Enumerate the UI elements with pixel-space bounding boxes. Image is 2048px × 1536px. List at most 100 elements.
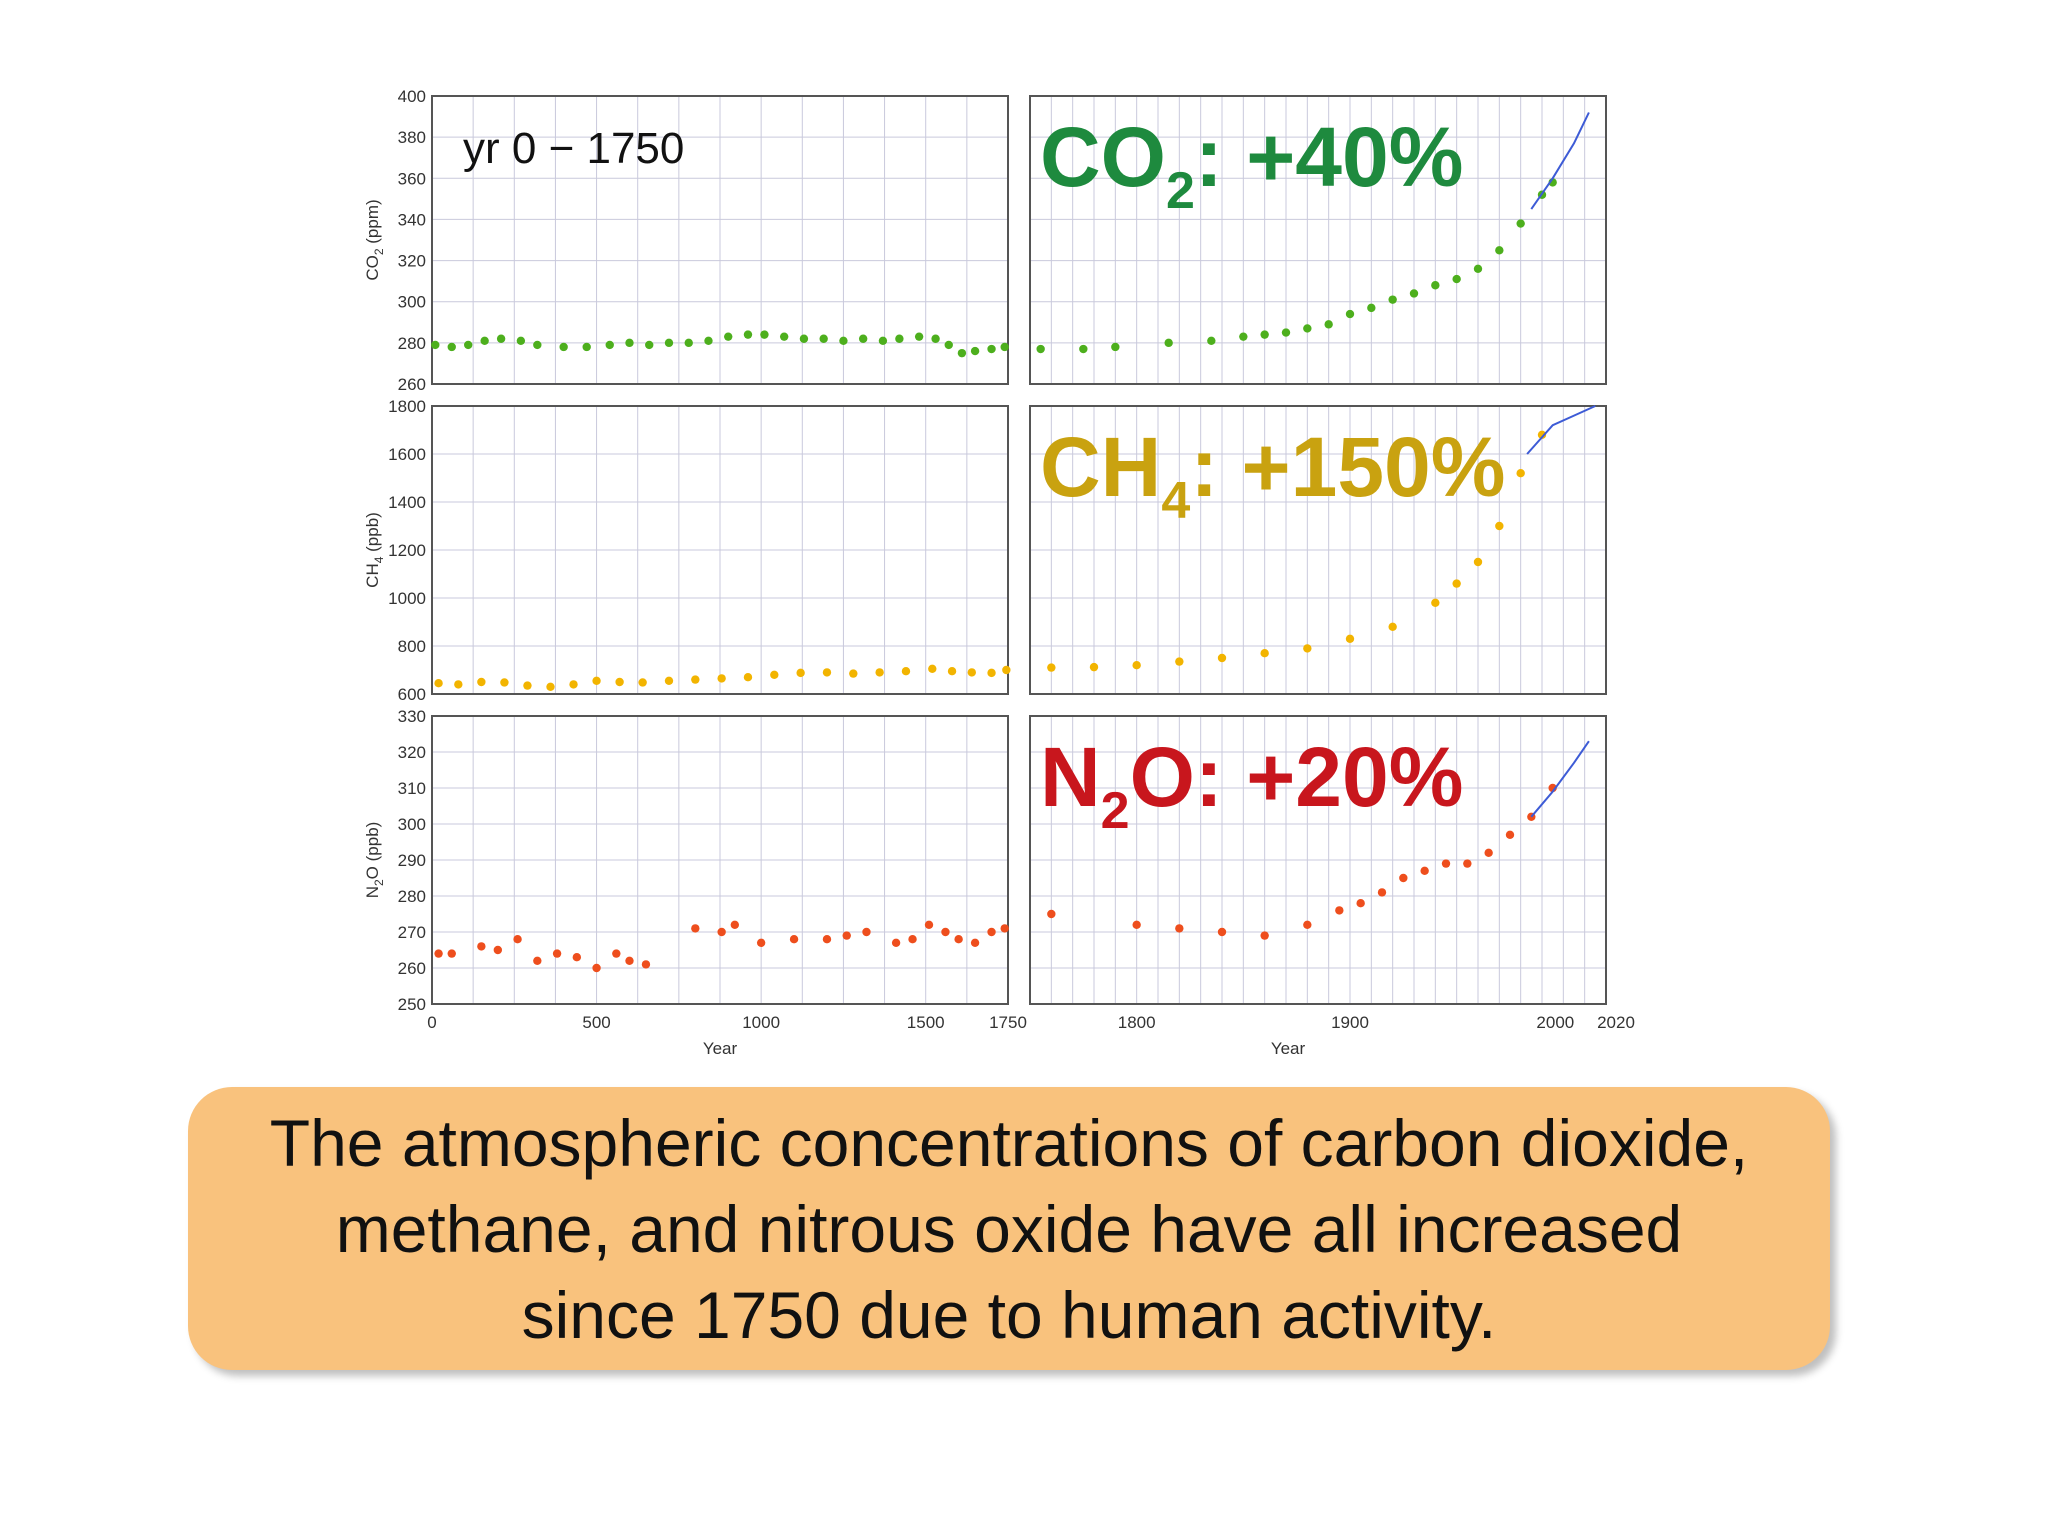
data-point [970, 346, 980, 356]
x-tick-label: 1800 [1118, 1013, 1156, 1032]
data-point [878, 336, 888, 345]
data-point [987, 927, 996, 937]
data-point [1463, 859, 1472, 868]
data-point [1303, 920, 1312, 929]
data-point [1345, 634, 1355, 643]
data-point [987, 668, 996, 678]
data-point [612, 949, 621, 958]
data-point [1473, 557, 1483, 567]
data-point [615, 677, 624, 687]
data-point [941, 927, 950, 937]
era-label: yr 0 − 1750 [463, 124, 684, 173]
data-point [717, 674, 726, 683]
data-point [730, 920, 740, 929]
data-point [500, 678, 509, 687]
data-point [967, 668, 976, 677]
x-tick-label: 1000 [742, 1013, 780, 1032]
data-point [987, 344, 996, 354]
data-point [1367, 303, 1376, 313]
panel-frame-left [431, 405, 1009, 695]
data-point [552, 949, 562, 958]
data-point [480, 336, 489, 345]
data-point [924, 920, 934, 929]
y-tick-label: 280 [398, 334, 426, 353]
data-point [858, 334, 868, 343]
data-point [1036, 344, 1045, 354]
x-axis-title-right: Year [1271, 1039, 1306, 1058]
data-point [533, 340, 542, 350]
data-point [582, 342, 591, 352]
data-point [1441, 859, 1451, 868]
panel-frame-right [1029, 405, 1607, 695]
data-point [1495, 521, 1504, 531]
data-point [1002, 665, 1011, 675]
data-point [862, 927, 871, 937]
data-point [605, 340, 614, 350]
caption-text: The atmospheric concentrations of carbon… [269, 1105, 1749, 1352]
data-point [1047, 909, 1056, 919]
y-tick-label: 330 [398, 707, 426, 726]
data-point [819, 334, 828, 343]
data-point [533, 956, 542, 965]
data-point [849, 669, 858, 678]
data-point [931, 334, 940, 343]
y-tick-label: 260 [398, 959, 426, 978]
y-tick-label: 380 [398, 128, 426, 147]
data-point [1089, 662, 1099, 672]
data-point [957, 348, 967, 358]
data-point [770, 670, 779, 679]
data-point [625, 956, 634, 965]
data-point [1473, 264, 1483, 273]
data-point [513, 935, 522, 944]
data-point [493, 945, 503, 955]
data-point [944, 340, 953, 350]
data-point [1495, 246, 1504, 255]
data-point [1260, 649, 1269, 658]
data-point [638, 678, 647, 687]
data-point [1388, 622, 1397, 631]
data-point [1111, 342, 1120, 352]
data-point [743, 330, 753, 339]
data-point [839, 336, 848, 345]
data-point [954, 935, 963, 944]
data-point [891, 938, 901, 947]
data-point [717, 927, 726, 937]
data-point [592, 963, 601, 973]
x-tick-label: 1750 [989, 1013, 1027, 1032]
data-point [1377, 888, 1387, 897]
panel-frame-right [1029, 715, 1607, 1005]
data-point [454, 680, 463, 689]
data-point [1505, 830, 1515, 839]
data-point [1516, 469, 1525, 478]
data-point [760, 330, 769, 339]
instrumental-series-line [1526, 405, 1596, 455]
data-point [1217, 653, 1227, 663]
x-axis-title-left: Year [703, 1039, 738, 1058]
data-point [477, 942, 486, 951]
data-point [516, 336, 526, 345]
y-tick-label: 270 [398, 923, 426, 942]
data-point [1516, 219, 1525, 228]
data-point [559, 342, 568, 352]
data-point [1388, 295, 1397, 304]
data-point [546, 682, 555, 691]
data-point [1217, 927, 1227, 937]
data-point [1132, 920, 1141, 929]
data-point [1303, 644, 1312, 653]
data-point [1537, 430, 1547, 439]
data-point [434, 679, 443, 688]
y-tick-label: 290 [398, 851, 426, 870]
y-tick-label: 300 [398, 815, 426, 834]
data-point [434, 949, 443, 958]
data-point [691, 924, 700, 933]
data-point [895, 334, 904, 343]
data-point [1260, 931, 1269, 940]
y-tick-label: 1400 [388, 493, 426, 512]
data-point [431, 340, 440, 350]
data-point [1175, 657, 1184, 666]
data-point [1399, 873, 1408, 883]
data-point [1356, 899, 1365, 908]
data-point [477, 677, 486, 687]
panel-ch4: 600 800 1000 1200 1400 1600 1800 CH4 (ppb) CH4: … [363, 397, 1607, 704]
